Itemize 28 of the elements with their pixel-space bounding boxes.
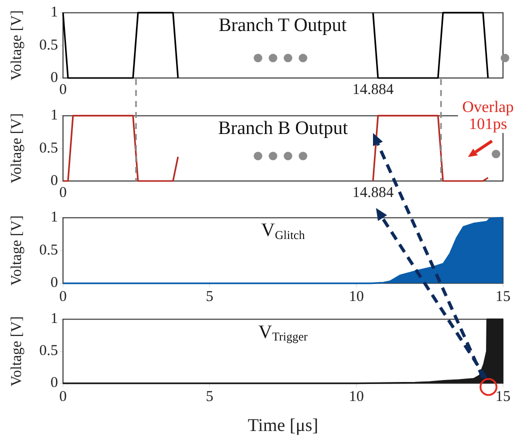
x-tick-label: 14.884 [352,82,394,98]
y-tick-label: 1 [50,210,58,226]
y-axis-title: Voltage [V] [8,215,25,286]
y-tick-label: 0 [50,172,58,189]
y-tick-label: 0 [50,70,58,86]
y-axis-title: Voltage [V] [8,316,25,386]
y-axis-title: Voltage [V] [8,113,25,184]
y-tick-label: 0 [50,275,58,292]
x-tick-label: 10 [348,289,364,306]
chart-title: Branch B Output [218,118,349,140]
y-tick-label: 1 [50,4,58,21]
x-tick-label: 5 [206,289,214,306]
y-tick-label: 0.5 [39,37,58,54]
y-tick-label: 0.5 [39,343,58,360]
chart-title: Branch T Output [218,15,348,36]
y-tick-label: 1 [50,311,58,328]
y-tick-label: 0.5 [39,242,58,258]
y-tick-label: 0.5 [39,140,58,156]
annotation: Overlap 101ps [458,99,518,133]
x-tick-label: 5 [206,389,214,406]
x-tick-label: 15 [496,289,510,306]
y-tick-label: 0 [50,375,58,392]
x-tick-label: 15 [496,389,510,406]
x-tick-label: 14.884 [352,184,394,201]
y-tick-label: 1 [50,108,58,124]
y-axis-title: Voltage [V] [8,10,25,80]
x-tick-label: 10 [348,389,364,406]
x-axis-title: Time [μs] [248,414,318,435]
